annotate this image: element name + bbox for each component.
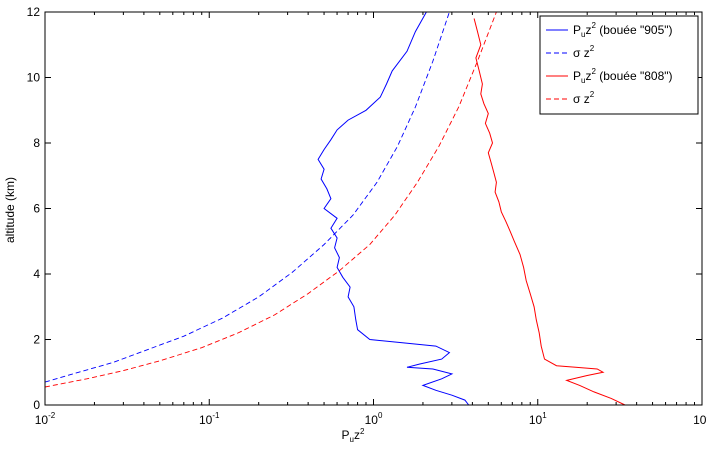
legend-label-0: Puz2 (bouée "905") (573, 21, 673, 39)
y-axis-label: altitude (km) (3, 177, 17, 243)
y-tick-label-3: 6 (33, 202, 40, 216)
x-tick-label-0: 10-2 (35, 411, 56, 427)
legend-box (539, 15, 699, 115)
series-line-2 (473, 18, 626, 406)
x-tick-label-4: 102 (693, 411, 707, 427)
y-tick-label-4: 8 (33, 136, 40, 150)
x-axis-label: Puz2 (342, 427, 365, 444)
axes: 10-2 10-1 100 101 102 0 2 4 6 8 10 12 (27, 5, 707, 427)
series-line-0 (317, 11, 470, 406)
legend-label-2: Puz2 (bouée "808") (573, 67, 673, 85)
legend: Puz2 (bouée "905") σ z2 Puz2 (bouée "808")… (539, 15, 699, 115)
series-line-3 (44, 11, 497, 388)
y-tick-label-1: 2 (33, 333, 40, 347)
x-tick-label-3: 101 (529, 411, 547, 427)
y-tick-label-5: 10 (27, 71, 41, 85)
y-tick-label-2: 4 (33, 267, 40, 281)
series-line-1 (44, 11, 450, 383)
x-tick-label-2: 100 (365, 411, 383, 427)
legend-label-1: σ z2 (573, 44, 595, 60)
y-tick-label-0: 0 (33, 398, 40, 412)
x-tick-label-1: 10-1 (199, 411, 220, 427)
y-tick-label-6: 12 (27, 5, 41, 19)
legend-label-3: σ z2 (573, 90, 595, 106)
